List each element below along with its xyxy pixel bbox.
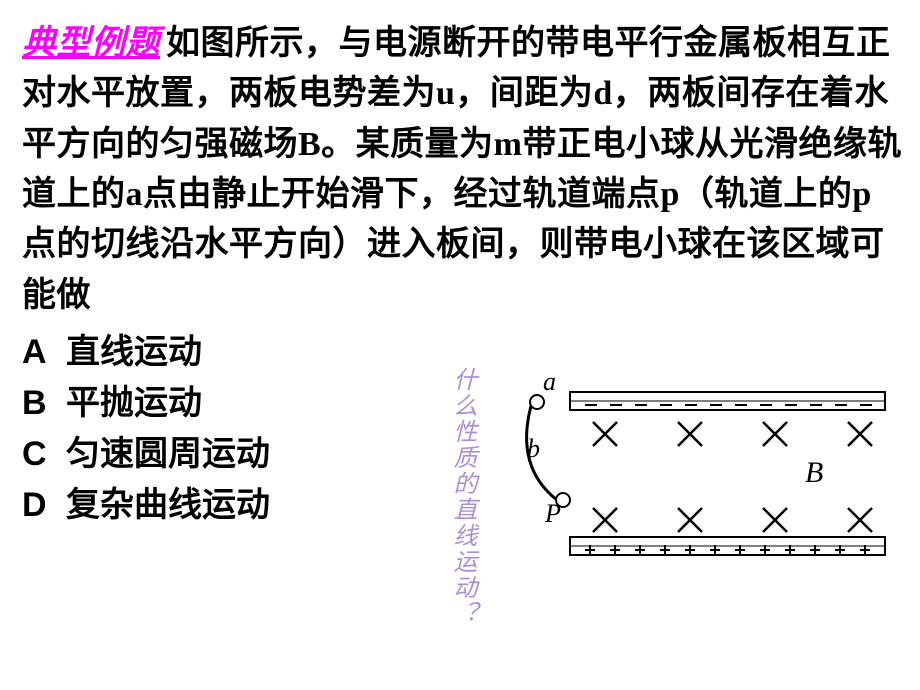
problem-text: 典型例题如图所示，与电源断开的带电平行金属板相互正对水平放置，两板电势差为u，间…	[22, 18, 902, 321]
body-text: 如图所示，与电源断开的带电平行金属板相互正对水平放置，两板电势差为u，间距为d，…	[22, 25, 902, 314]
heading: 典型例题	[22, 24, 160, 62]
physics-figure: a b P B	[475, 372, 890, 577]
svg-text:B: B	[805, 456, 823, 489]
svg-text:P: P	[544, 499, 561, 528]
svg-text:b: b	[527, 434, 540, 463]
svg-text:a: a	[543, 372, 556, 396]
